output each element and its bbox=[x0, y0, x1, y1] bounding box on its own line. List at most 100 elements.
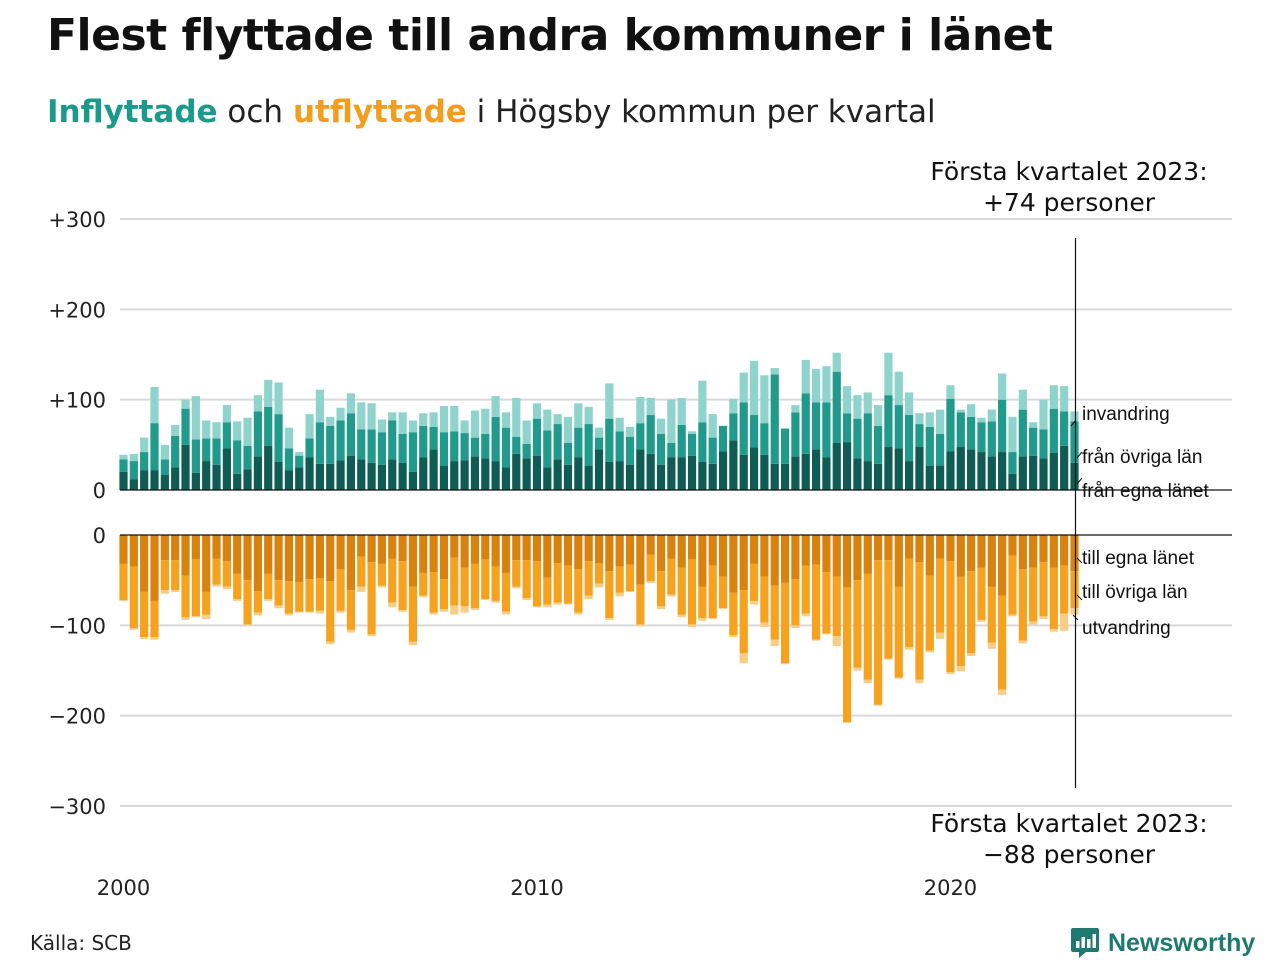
outflow-bar bbox=[295, 535, 304, 582]
inflow-bar bbox=[646, 397, 655, 416]
inflow-bar bbox=[171, 424, 180, 436]
outflow-bar bbox=[233, 573, 242, 600]
inflow-bar bbox=[853, 395, 862, 419]
outflow-bar bbox=[977, 535, 986, 568]
inflow-bar bbox=[915, 413, 924, 425]
inflow-bar bbox=[429, 426, 438, 450]
outflow-bar bbox=[594, 535, 604, 563]
outflow-bar bbox=[160, 560, 169, 591]
outflow-bar bbox=[811, 564, 821, 640]
outflow-bar bbox=[605, 618, 614, 620]
inflow-bar bbox=[408, 420, 418, 433]
inflow-bar bbox=[501, 412, 511, 428]
inflow-bar bbox=[770, 463, 779, 490]
inflow-bar bbox=[522, 458, 531, 490]
inflow-bar bbox=[398, 462, 407, 490]
outflow-bar bbox=[760, 576, 769, 623]
inflow-bar bbox=[357, 402, 366, 430]
inflow-bar bbox=[491, 461, 500, 490]
outflow-bar bbox=[863, 573, 872, 680]
outflow-bar bbox=[636, 535, 645, 585]
outflow-bar bbox=[832, 535, 841, 577]
inflow-bar bbox=[470, 410, 480, 438]
outflow-bar bbox=[408, 535, 418, 587]
top-series-leader bbox=[1076, 477, 1083, 485]
outflow-bar bbox=[398, 535, 407, 562]
inflow-bar bbox=[863, 392, 872, 414]
inflow-bar bbox=[233, 473, 242, 490]
outflow-bar bbox=[1070, 571, 1079, 609]
inflow-bar bbox=[894, 448, 903, 490]
top-annotation-line-2: +74 personer bbox=[983, 188, 1156, 217]
outflow-bar bbox=[491, 566, 500, 601]
inflow-bar bbox=[160, 459, 169, 475]
outflow-bar bbox=[594, 563, 604, 584]
inflow-bar bbox=[140, 470, 149, 490]
inflow-bar bbox=[1049, 452, 1058, 490]
inflow-bar bbox=[563, 443, 573, 465]
outflow-bar bbox=[129, 535, 138, 567]
inflow-bar bbox=[233, 421, 242, 441]
inflow-bar bbox=[1018, 389, 1027, 410]
inflow-bar bbox=[264, 445, 273, 490]
outflow-bar bbox=[1008, 555, 1017, 615]
outflow-bar bbox=[884, 658, 893, 660]
inflow-bar bbox=[222, 405, 231, 423]
inflow-bar bbox=[212, 464, 221, 490]
inflow-bar bbox=[822, 366, 831, 403]
outflow-bar bbox=[987, 535, 996, 587]
outflow-bar bbox=[822, 535, 831, 573]
inflow-bar bbox=[967, 449, 976, 490]
inflow-bar bbox=[181, 399, 190, 409]
inflow-bar bbox=[522, 420, 531, 444]
inflow-bar bbox=[905, 392, 914, 416]
outflow-bar bbox=[202, 591, 211, 615]
outflow-bar bbox=[346, 629, 356, 633]
outflow-bar bbox=[677, 567, 686, 615]
outflow-bar bbox=[822, 633, 831, 635]
outflow-bar bbox=[729, 635, 738, 638]
outflow-bar bbox=[140, 591, 149, 638]
outflow-bar bbox=[915, 535, 924, 563]
inflow-bar bbox=[181, 444, 190, 490]
outflow-bar bbox=[1060, 613, 1069, 631]
outflow-bar bbox=[791, 625, 800, 629]
outflow-bar bbox=[491, 600, 500, 603]
outflow-bar bbox=[512, 535, 521, 561]
outflow-bar bbox=[522, 535, 531, 561]
outflow-bar bbox=[253, 612, 262, 616]
outflow-bar bbox=[625, 591, 635, 592]
inflow-bar bbox=[295, 467, 304, 490]
inflow-bar bbox=[749, 360, 759, 416]
inflow-bar bbox=[160, 444, 169, 460]
outflow-bar bbox=[181, 535, 190, 576]
outflow-bar bbox=[998, 689, 1007, 695]
outflow-bar bbox=[956, 535, 965, 577]
inflow-bar bbox=[853, 458, 862, 490]
outflow-bar bbox=[811, 535, 821, 565]
outflow-bar bbox=[1070, 608, 1079, 615]
outflow-bar bbox=[1029, 567, 1038, 622]
outflow-bar bbox=[140, 637, 149, 639]
outflow-bar bbox=[253, 535, 262, 591]
bottom-series-leader bbox=[1076, 594, 1083, 601]
inflow-bar bbox=[346, 413, 356, 456]
top-annotation-line-1: Första kvartalet 2023: bbox=[930, 157, 1207, 186]
outflow-bar bbox=[656, 535, 666, 572]
outflow-bar bbox=[998, 595, 1007, 690]
outflow-bar bbox=[367, 562, 376, 635]
outflow-bar bbox=[842, 721, 852, 723]
inflow-bar bbox=[315, 389, 324, 423]
outflow-bar bbox=[1039, 535, 1048, 563]
inflow-bar bbox=[584, 424, 593, 466]
inflow-bar bbox=[491, 396, 500, 417]
inflow-bar bbox=[408, 432, 418, 472]
outflow-bar bbox=[729, 535, 738, 593]
inflow-bar bbox=[129, 479, 138, 490]
outflow-bar bbox=[998, 535, 1007, 596]
inflow-bar bbox=[336, 420, 345, 461]
outflow-bar bbox=[191, 616, 200, 618]
inflow-bar bbox=[1029, 427, 1038, 456]
bottom-series-leader bbox=[1072, 614, 1079, 621]
